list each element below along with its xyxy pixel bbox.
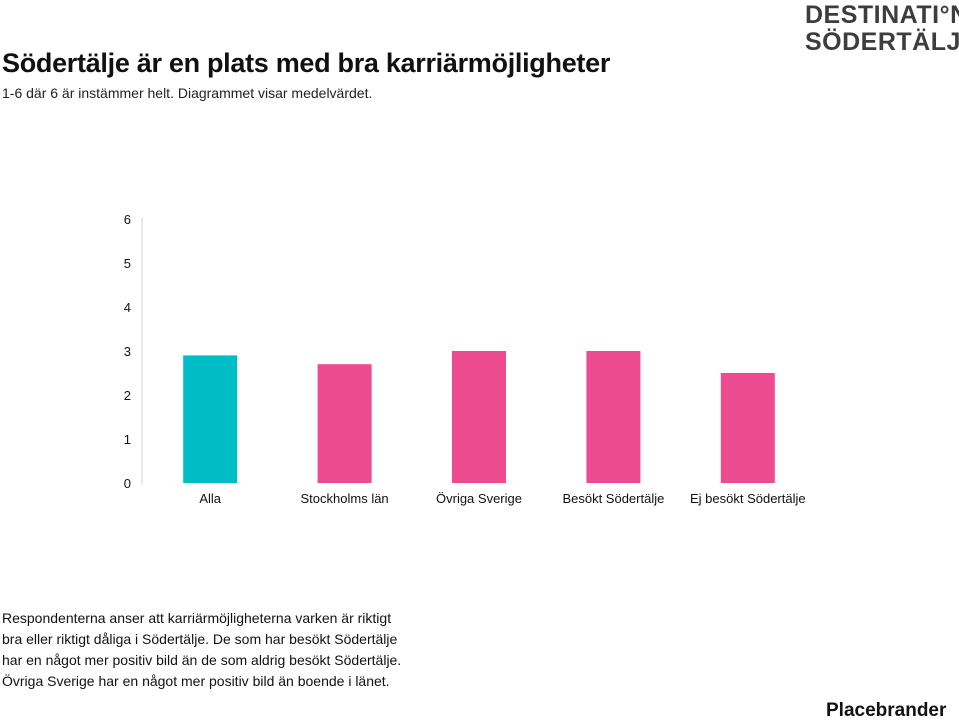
category-label: Stockholms län bbox=[301, 491, 389, 506]
bar-2 bbox=[317, 364, 372, 483]
y-tick-label: 1 bbox=[124, 432, 131, 447]
bars bbox=[183, 351, 775, 483]
category-label: Alla bbox=[199, 491, 221, 506]
commentary-line: Övriga Sverige har en något mer positiv … bbox=[2, 673, 390, 689]
y-tick-label: 5 bbox=[124, 256, 131, 271]
commentary-line: Respondenterna anser att karriärmöjlighe… bbox=[2, 610, 392, 626]
chart-subtitle: 1-6 där 6 är instämmer helt. Diagrammet … bbox=[2, 85, 373, 101]
y-tick-labels: 0 1 2 3 4 5 6 bbox=[124, 212, 131, 491]
chart-title: Södertälje är en plats med bra karriärmö… bbox=[2, 48, 611, 78]
destination-sodertalje-logo: DESTINATI°N SÖDERTÄLJE bbox=[805, 1, 959, 56]
category-labels: Alla Stockholms län Övriga Sverige Besökt S… bbox=[199, 491, 805, 506]
category-label: Besökt Södertälje bbox=[562, 491, 664, 506]
y-tick-label: 6 bbox=[124, 212, 131, 227]
commentary-text: Respondenterna anser att karriärmöjlighe… bbox=[2, 608, 522, 692]
commentary-line: har en något mer positiv bild än de som … bbox=[2, 652, 402, 668]
logo-line-1: DESTINATI°N bbox=[805, 1, 959, 29]
y-tick-label: 3 bbox=[124, 344, 131, 359]
bar-4 bbox=[586, 351, 641, 483]
bar-5 bbox=[720, 373, 775, 483]
category-label: Ej besökt Södertälje bbox=[690, 491, 806, 506]
category-label: Övriga Sverige bbox=[436, 491, 522, 506]
bar-3 bbox=[452, 351, 506, 483]
commentary-line: bra eller riktigt dåliga i Södertälje. D… bbox=[2, 631, 398, 647]
y-tick-label: 2 bbox=[124, 388, 131, 403]
placebrander-logo: Placebrander bbox=[826, 700, 947, 721]
logo-line-2: SÖDERTÄLJE bbox=[805, 28, 959, 56]
bar-1 bbox=[183, 355, 238, 483]
y-tick-label: 4 bbox=[124, 300, 131, 315]
y-tick-label: 0 bbox=[124, 476, 131, 491]
